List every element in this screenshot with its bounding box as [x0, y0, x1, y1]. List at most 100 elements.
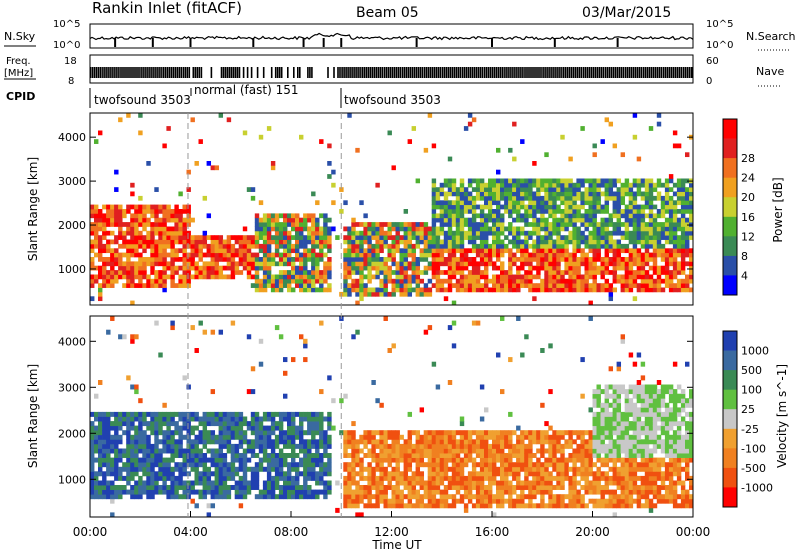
heatmap-cell [150, 265, 155, 271]
heatmap-cell [387, 485, 392, 490]
heatmap-cell [391, 283, 396, 288]
heatmap-cell [524, 480, 529, 486]
heatmap-cell [170, 213, 175, 219]
heatmap-cell [319, 489, 324, 495]
heatmap-cell [528, 257, 533, 262]
power-colorbar-label: Power [dB] [771, 177, 785, 242]
heatmap-cell [672, 222, 678, 227]
heatmap-cell [146, 261, 151, 267]
heatmap-cell [685, 217, 690, 223]
heatmap-cell [528, 222, 533, 227]
heatmap-cell [98, 265, 103, 271]
heatmap-cell [291, 425, 296, 431]
heatmap-cell [166, 126, 171, 131]
heatmap-cell [552, 239, 557, 245]
heatmap-cell [262, 489, 268, 495]
heatmap-cell [258, 283, 264, 288]
heatmap-cell [174, 485, 179, 490]
heatmap-cell [492, 457, 497, 463]
heatmap-cell [632, 235, 638, 240]
heatmap-cell [150, 466, 155, 472]
heatmap-cell [588, 498, 593, 504]
heatmap-cell [447, 204, 453, 210]
heatmap-cell [166, 485, 171, 490]
heatmap-cell [299, 134, 304, 140]
heatmap-cell [500, 489, 505, 495]
heatmap-cell [254, 265, 260, 271]
heatmap-cell [226, 416, 232, 422]
heatmap-cell [331, 182, 336, 188]
heatmap-cell [560, 494, 565, 500]
freq-left-unit: [MHz] [4, 68, 33, 79]
heatmap-cell [532, 195, 537, 201]
heatmap-cell [512, 466, 517, 472]
heatmap-cell [355, 235, 360, 240]
heatmap-cell [471, 503, 477, 509]
heatmap-cell [463, 252, 469, 258]
heatmap-cell [315, 270, 320, 275]
heatmap-cell [528, 448, 533, 454]
heatmap-cell [230, 248, 236, 254]
heatmap-cell [258, 222, 264, 227]
heatmap-cell [307, 462, 312, 468]
heatmap-cell [459, 480, 465, 486]
heatmap-cell [407, 411, 413, 417]
heatmap-cell [689, 278, 694, 284]
heatmap-cell [307, 270, 312, 275]
heatmap-cell [459, 200, 465, 206]
heatmap-cell [604, 248, 610, 254]
heatmap-cell [620, 222, 626, 227]
heatmap-cell [520, 434, 525, 440]
heatmap-cell [584, 503, 589, 509]
heatmap-cell [214, 480, 220, 486]
heatmap-cell [291, 462, 296, 468]
heatmap-cell [214, 261, 220, 267]
heatmap-cell [154, 453, 159, 458]
heatmap-cell [451, 182, 457, 188]
heatmap-cell [98, 226, 103, 232]
heatmap-cell [134, 430, 139, 436]
heatmap-cell [258, 243, 264, 249]
heatmap-cell [580, 466, 585, 472]
heatmap-cell [471, 195, 477, 201]
heatmap-cell [254, 222, 260, 227]
freq-bar [343, 67, 345, 78]
heatmap-cell [431, 257, 437, 262]
heatmap-cell [170, 443, 175, 449]
heatmap-cell [375, 498, 380, 504]
heatmap-cell [170, 283, 175, 288]
heatmap-cell [146, 411, 151, 417]
heatmap-cell [94, 480, 99, 486]
heatmap-cell [142, 489, 147, 495]
heatmap-cell [222, 480, 228, 486]
heatmap-cell [632, 195, 638, 201]
heatmap-cell [568, 434, 573, 440]
heatmap-cell [106, 411, 111, 417]
heatmap-cell [423, 329, 429, 335]
heatmap-cell [311, 261, 316, 267]
freq-bar [451, 67, 454, 78]
heatmap-cell [640, 178, 646, 184]
heatmap-cell [343, 430, 348, 436]
heatmap-cell [596, 243, 601, 249]
heatmap-cell [548, 471, 553, 477]
freq-bar [598, 67, 601, 78]
heatmap-cell [467, 485, 473, 490]
heatmap-cell [484, 204, 489, 210]
heatmap-cell [287, 434, 292, 440]
freq-bar [628, 67, 631, 78]
heatmap-cell [387, 348, 392, 353]
heatmap-cell [186, 462, 191, 468]
freq-bar [662, 67, 665, 78]
heatmap-cell [648, 235, 654, 240]
heatmap-cell [596, 248, 601, 254]
heatmap-cell [463, 248, 469, 254]
heatmap-cell [383, 235, 388, 240]
heatmap-cell [512, 217, 517, 223]
heatmap-cell [311, 217, 316, 223]
heatmap-cell [648, 187, 654, 192]
heatmap-cell [190, 466, 195, 472]
heatmap-cell [492, 222, 497, 227]
heatmap-cell [556, 485, 561, 490]
power-ylabel: Slant Range [km] [26, 157, 40, 261]
